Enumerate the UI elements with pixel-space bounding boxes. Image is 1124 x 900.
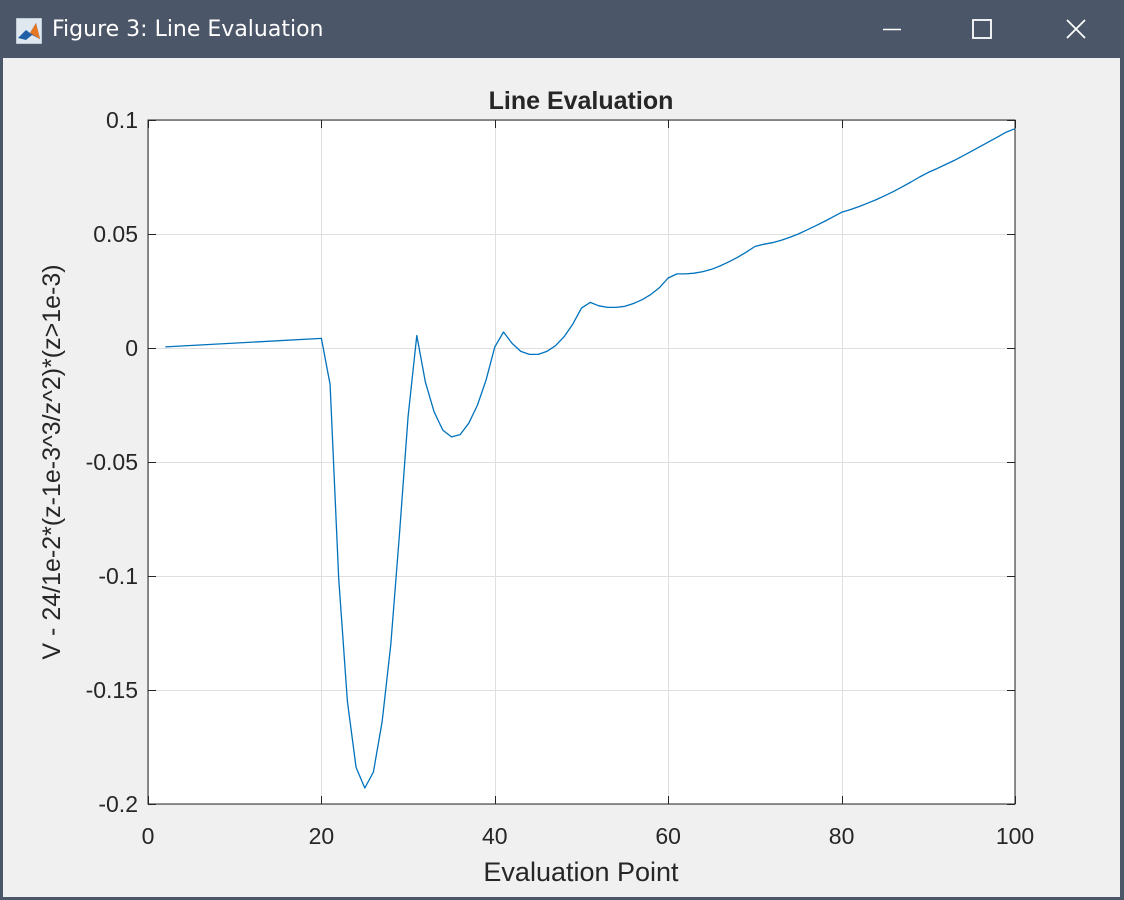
chart-title: Line Evaluation bbox=[489, 87, 674, 115]
minimize-button[interactable] bbox=[846, 0, 938, 58]
title-bar[interactable]: Figure 3: Line Evaluation bbox=[0, 0, 1124, 58]
x-tick-label: 20 bbox=[309, 823, 335, 849]
series-line bbox=[165, 128, 1016, 789]
close-button[interactable] bbox=[1030, 0, 1122, 58]
x-tick-labels: 0 20 40 60 80 100 bbox=[142, 823, 1035, 849]
minimize-icon bbox=[883, 28, 901, 31]
close-icon bbox=[1066, 19, 1086, 39]
axes-box bbox=[147, 119, 1016, 805]
x-tick-label: 0 bbox=[142, 823, 155, 849]
x-tick-label: 40 bbox=[482, 823, 508, 849]
y-tick-labels: 0.1 0.05 0 -0.05 -0.1 -0.15 -0.2 bbox=[86, 107, 138, 817]
x-tick-label: 100 bbox=[996, 823, 1034, 849]
x-axis-label: Evaluation Point bbox=[483, 857, 679, 887]
maximize-icon bbox=[972, 19, 992, 39]
y-tick-label: 0.05 bbox=[93, 221, 138, 247]
x-tick-label: 60 bbox=[655, 823, 681, 849]
maximize-button[interactable] bbox=[936, 0, 1028, 58]
y-tick-label: -0.15 bbox=[86, 677, 138, 703]
line-chart: 0 20 40 60 80 100 0.10.050-0.05-0.1-0.15-0.2 … bbox=[38, 87, 1035, 887]
y-tick-label: -0.05 bbox=[86, 449, 138, 475]
y-axis-label: V - 24/1e-2*(z-1e-3^3/z^2)*(z>1e-3) bbox=[38, 264, 66, 659]
y-tick-label: 0 bbox=[125, 335, 138, 361]
y-tick-label: 0.1 bbox=[106, 107, 138, 133]
figure-canvas: 0 20 40 60 80 100 0.1 0.05 0 -0.05 -0.1 -0.15 -0.2 … bbox=[3, 58, 1120, 897]
matlab-icon bbox=[16, 18, 42, 44]
window-title: Figure 3: Line Evaluation bbox=[52, 17, 324, 42]
y-tick-label: -0.2 bbox=[98, 791, 138, 817]
y-tick-label: -0.1 bbox=[98, 563, 138, 589]
x-tick-label: 80 bbox=[829, 823, 855, 849]
